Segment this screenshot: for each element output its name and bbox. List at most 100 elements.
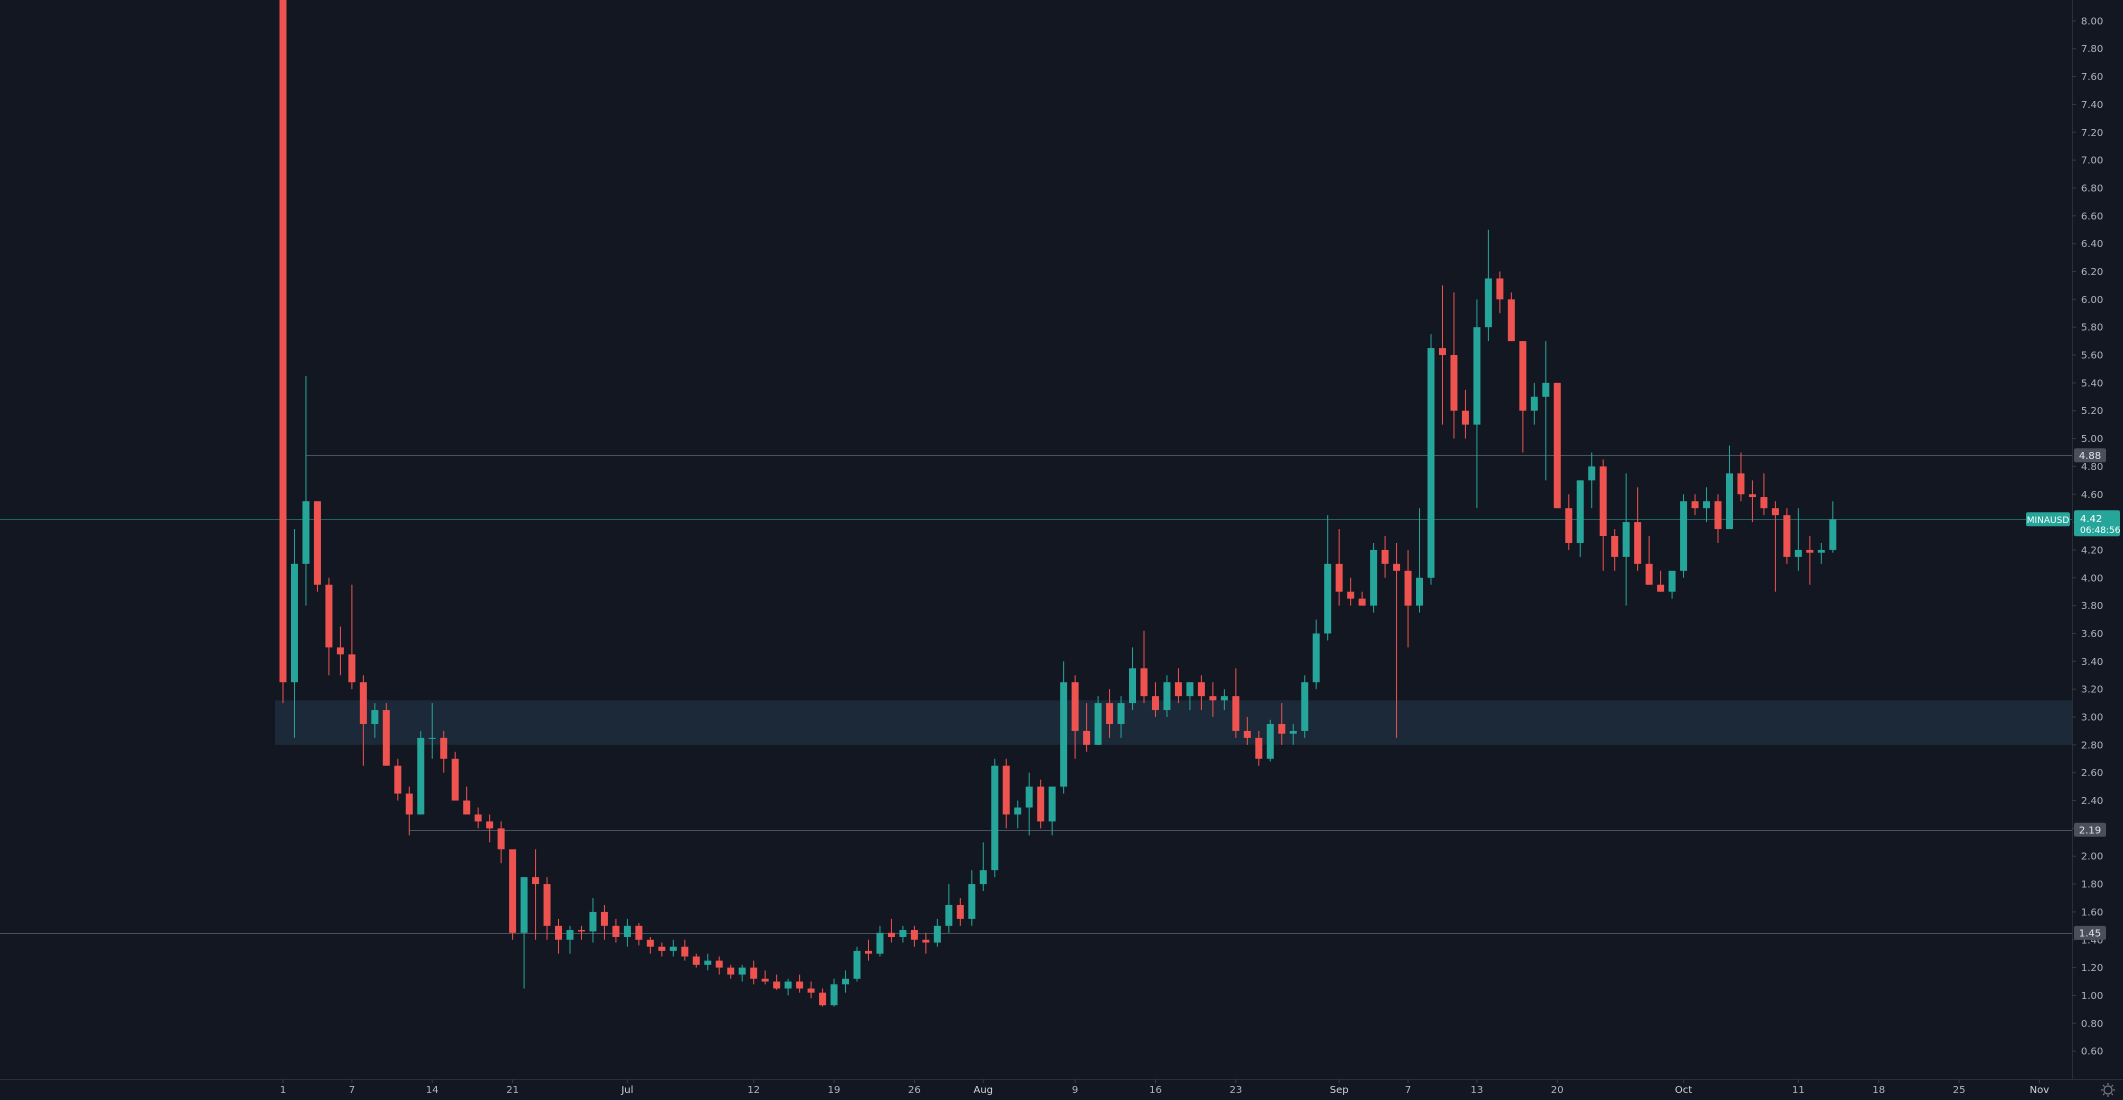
candle-body [382, 710, 390, 766]
candle [1783, 508, 1791, 564]
candle-body [509, 849, 517, 933]
time-tick-label: 11 [1792, 1085, 1805, 1096]
price-tick-label: 4.00 [2081, 573, 2103, 584]
candle-body [1484, 278, 1492, 328]
candle-body [371, 710, 379, 724]
time-tick-label: 7 [1405, 1085, 1411, 1096]
candle [1404, 549, 1412, 648]
candle-body [1037, 786, 1045, 822]
current-price-tag-bg [2074, 510, 2120, 537]
candle-body [1025, 786, 1033, 808]
candle-body [922, 939, 930, 943]
candle-body [979, 870, 987, 885]
candle-body [1129, 668, 1137, 704]
candle-body [1083, 730, 1091, 745]
price-tick-label: 5.60 [2081, 351, 2103, 362]
candle [1289, 723, 1297, 745]
candle-body [750, 967, 758, 979]
candle-body [1450, 355, 1458, 411]
settings-gear-icon[interactable] [2101, 1083, 2115, 1097]
support-zone-layer [275, 700, 2072, 745]
candle-body [623, 925, 631, 937]
candle-body [474, 814, 482, 822]
time-tick-label: 18 [1872, 1085, 1885, 1096]
candle [1025, 772, 1033, 836]
candle-body [1071, 682, 1079, 731]
candle-body [933, 925, 941, 943]
candle-body [646, 939, 654, 947]
candle-body [1163, 682, 1171, 711]
price-tick-label: 0.60 [2081, 1047, 2103, 1058]
candle [325, 577, 333, 676]
candle-body [428, 737, 436, 739]
price-tick-label: 1.80 [2081, 880, 2103, 891]
candle-body [463, 800, 471, 815]
price-tick-label: 3.80 [2081, 601, 2103, 612]
level-price-tag: 4.88 [2074, 448, 2106, 463]
candle [302, 375, 310, 606]
candle [348, 584, 356, 690]
price-tick-label: 2.40 [2081, 796, 2103, 807]
candle [1530, 382, 1538, 425]
level-price-tag-label: 2.19 [2079, 825, 2101, 836]
candle-body [1771, 508, 1779, 516]
candle-body [313, 501, 321, 585]
price-tick-label: 1.20 [2081, 963, 2103, 974]
candle [1324, 515, 1332, 641]
price-tick-label: 4.60 [2081, 490, 2103, 501]
candle [1301, 675, 1309, 738]
price-tick-label: 3.60 [2081, 629, 2103, 640]
candle-body [532, 877, 540, 885]
candle-body [1634, 522, 1642, 564]
candle [623, 918, 631, 947]
candle [1703, 487, 1711, 523]
candle-body [1622, 522, 1630, 557]
candle [532, 849, 540, 940]
candle-body [1209, 696, 1217, 701]
candle [922, 932, 930, 954]
candle-body [1301, 682, 1309, 731]
price-tick-label: 5.80 [2081, 323, 2103, 334]
candle-body [1370, 549, 1378, 606]
candle-body [520, 877, 528, 933]
candle-body [784, 981, 792, 989]
candle-body [681, 946, 689, 957]
candle [968, 870, 976, 926]
time-axis[interactable]: 1 7 14 21 Jul 12 19 26 Aug 9 16 23 Sep 7 13 20 Oct 11 18 25… [280, 1079, 2049, 1096]
candle [1014, 800, 1022, 829]
candle-body [600, 911, 608, 926]
candle [1611, 529, 1619, 571]
time-tick-label: Sep [1330, 1085, 1349, 1096]
level-price-tag-bg [2074, 925, 2106, 940]
candle [1083, 703, 1091, 752]
candle-body [692, 956, 700, 965]
symbol-tag-bg [2026, 512, 2070, 527]
price-tick-label: 0.80 [2081, 1019, 2103, 1030]
candle-body [1186, 682, 1194, 697]
candle-body [290, 563, 298, 683]
candle-body [486, 821, 494, 829]
candle-body [1599, 466, 1607, 537]
candle [440, 730, 448, 773]
current-price-label: 4.42 [2080, 514, 2102, 525]
price-tick-label: 7.40 [2081, 100, 2103, 111]
candle-body [1243, 730, 1251, 738]
candle [1163, 675, 1171, 718]
candle [1393, 542, 1401, 738]
candle-body [1725, 473, 1733, 530]
symbol-label: MINAUSD [2027, 516, 2070, 526]
candle-body [1002, 765, 1010, 815]
candle-body [1473, 327, 1481, 425]
candle-body [1174, 682, 1182, 697]
candle-body [1461, 410, 1469, 425]
time-tick-label: Jul [620, 1085, 633, 1096]
candle-body [669, 946, 677, 951]
candles-layer [279, 0, 1837, 1007]
candle-body [738, 967, 746, 975]
candle-body [761, 978, 769, 982]
candle [1737, 452, 1745, 502]
candle [497, 821, 505, 864]
candle [738, 964, 746, 982]
